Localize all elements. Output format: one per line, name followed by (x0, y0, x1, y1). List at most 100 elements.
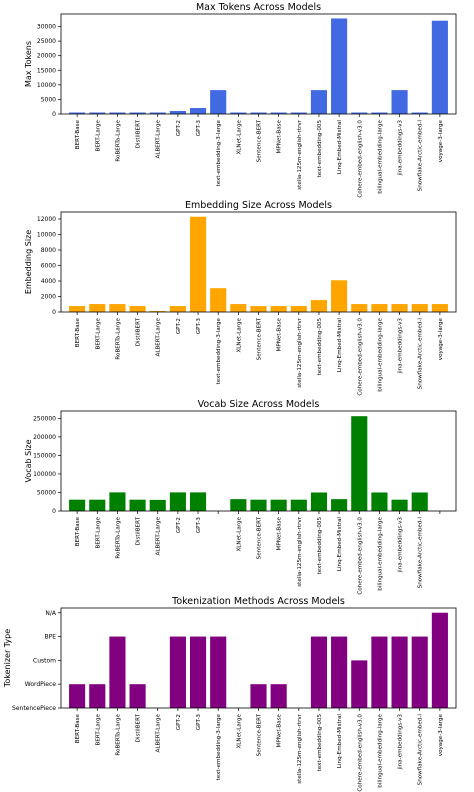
bar (331, 18, 348, 114)
bar (391, 304, 408, 312)
y-tick-label: 12000 (37, 216, 56, 223)
y-tick-label: 4000 (41, 278, 56, 285)
y-tick-label: 0 (52, 111, 56, 118)
x-tick-label: stella-125m-english-rtrvr (297, 119, 303, 189)
x-tick-label: Linq-Embed-Mistral (337, 714, 343, 769)
x-tick-label: jina-embeddings-v3 (398, 318, 404, 375)
y-tick-label: SentencePiece (12, 705, 56, 712)
x-tick-label: XLNet-Large (236, 713, 242, 748)
y-tick-label: 50000 (37, 489, 56, 496)
bar (109, 492, 126, 511)
bar (149, 112, 166, 114)
y-tick-label: 5000 (41, 96, 56, 103)
x-tick-label: GPT-3 (196, 318, 202, 335)
x-tick-label: Linq-Embed-Mistral (337, 120, 343, 175)
x-tick-label: Linq-Embed-Mistral (337, 318, 343, 373)
x-tick-label: XLNet-Large (236, 317, 242, 352)
x-tick-label: voyage-3-large (438, 713, 444, 756)
x-tick-label: MPNet-Base (277, 119, 283, 153)
bar (270, 499, 287, 511)
x-tick-label: GPT-2 (176, 318, 182, 334)
bar (431, 612, 448, 708)
bar (351, 416, 368, 511)
bar (210, 288, 227, 312)
bar (129, 684, 146, 708)
x-tick-label: jina-embeddings-v3 (398, 714, 404, 771)
x-tick-label: DistilBERT (136, 516, 142, 545)
y-tick-label: N/A (45, 610, 57, 617)
chart-2: Embedding Size Across Models Embedding Si… (24, 200, 457, 396)
x-tick-label: Sentence-BERT (257, 119, 263, 162)
y-tick-label: 250000 (33, 415, 56, 422)
x-tick-label: XLNet-Large (236, 516, 242, 551)
x-tick-label: DistilBERT (136, 713, 142, 742)
bar (109, 636, 126, 708)
chart-title: Vocab Size Across Models (198, 399, 320, 410)
x-tick-label: Sentence-BERT (257, 516, 263, 559)
bar (69, 112, 86, 114)
x-tick-label: ALBERT-Large (156, 317, 162, 356)
bar (169, 492, 186, 511)
bar (250, 499, 267, 511)
y-tick-label: 8000 (41, 247, 56, 254)
bar (431, 20, 448, 115)
x-tick-label: stella-125m-english-rtrvr (297, 516, 303, 586)
bar (129, 499, 146, 511)
plot-frame (60, 211, 457, 313)
bar (371, 636, 388, 708)
bar (351, 660, 368, 708)
bar (169, 306, 186, 312)
bar (250, 306, 267, 312)
x-tick-label: BERT-Large (95, 119, 101, 151)
x-tick-label: ALBERT-Large (156, 713, 162, 752)
x-tick-label: DistilBERT (136, 317, 142, 346)
bar (351, 112, 368, 114)
x-tick-label: BERT-Large (95, 317, 101, 349)
bar (270, 306, 287, 312)
y-tick-label: 0 (52, 508, 56, 515)
y-tick-label: WordPiece (25, 681, 57, 688)
chart-title: Tokenization Methods Across Models (171, 596, 345, 607)
x-tick-label: bilingual-embedding-large (377, 713, 383, 787)
bar (189, 108, 207, 114)
y-axis-label: Max Tokens (24, 41, 33, 87)
x-tick-label: BERT-Base (75, 317, 81, 347)
x-tick-label: text-embedding-3-large (216, 119, 222, 186)
x-tick-label: Snowflake-Arctic-embed-l (418, 120, 424, 192)
bar (89, 112, 106, 114)
y-tick-label: 200000 (33, 434, 56, 441)
bar (250, 112, 267, 114)
x-tick-label: bilingual-embedding-large (377, 516, 383, 590)
y-tick-label: 20000 (37, 53, 56, 60)
bar (310, 300, 328, 312)
bar (230, 112, 247, 114)
bar (290, 112, 307, 114)
bar (189, 636, 207, 708)
y-tick-label: 0 (52, 309, 56, 316)
x-tick-label: voyage-3-large (438, 317, 444, 360)
bar (411, 636, 428, 708)
x-tick-label: bilingual-embedding-large (377, 119, 383, 193)
x-tick-label: GPT-3 (196, 714, 202, 731)
y-tick-label: 150000 (33, 452, 56, 459)
chart-title: Embedding Size Across Models (185, 200, 332, 211)
x-tick-label: GPT-2 (176, 120, 182, 136)
bar (270, 112, 287, 114)
x-tick-label: RoBERTa-Large (115, 516, 121, 558)
bar (69, 499, 86, 511)
bar (290, 499, 307, 511)
x-tick-label: BERT-Base (75, 713, 81, 743)
bar (89, 499, 106, 511)
x-tick-label: Cohere-embed-english-v3.0 (357, 318, 363, 396)
y-axis-label: Embedding Size (24, 230, 33, 294)
bar (129, 306, 146, 312)
bar (230, 304, 247, 312)
x-tick-label: Snowflake-Arctic-embed-l (418, 318, 424, 390)
x-tick-label: MPNet-Base (277, 317, 283, 351)
bar (411, 492, 428, 511)
bar (129, 112, 146, 114)
bar (109, 304, 126, 312)
y-tick-label: 6000 (41, 262, 56, 269)
bar (69, 306, 86, 312)
